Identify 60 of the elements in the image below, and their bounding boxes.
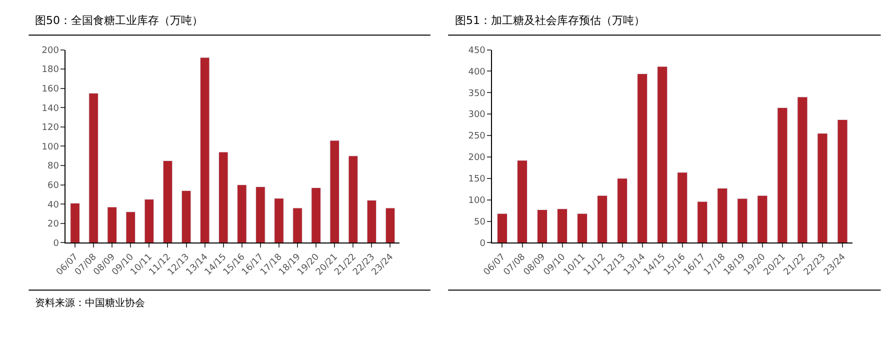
y-tick-label: 400 [468,67,486,78]
bar [597,195,608,243]
y-tick-label: 200 [468,153,486,164]
text: 资料来源：中国糖业协会 [35,297,145,309]
bar [218,152,228,243]
y-tick-label: 100 [42,142,60,152]
bar [557,208,568,243]
bar [330,140,340,243]
y-tick-label: 350 [468,88,486,99]
bar [162,160,173,243]
bar [717,188,728,243]
bar [517,160,528,243]
bar [88,92,98,243]
y-tick-label: 60 [47,180,60,191]
bar [697,201,708,243]
bar [348,156,358,243]
bar [256,186,266,243]
bar [311,187,321,243]
y-tick-label: 200 [42,46,60,56]
bar [577,213,588,243]
bar [537,209,548,243]
chart-title: 图50：全国食糖工业库存（万吨） [35,14,203,27]
bar [777,107,788,243]
bar [366,200,377,243]
bar [677,172,688,243]
y-tick-label: 20 [47,220,60,230]
bar [70,202,80,243]
bar [274,198,284,243]
bar [385,208,396,243]
y-tick-label: 140 [42,104,60,114]
bar [797,96,808,243]
bar [237,184,247,243]
bar [181,190,192,243]
bar [657,66,668,243]
bar [737,198,748,243]
y-tick-label: 80 [47,162,60,172]
bar [757,195,768,243]
y-tick-label: 150 [468,174,486,185]
y-tick-label: 450 [468,46,486,56]
y-tick-label: 50 [474,217,486,228]
y-tick-label: 160 [42,84,60,95]
bar [292,208,302,243]
y-tick-label: 250 [468,132,486,142]
bar [817,133,828,243]
bar [617,178,628,243]
bar [200,57,210,243]
bar [637,74,648,243]
y-tick-label: 100 [468,196,486,206]
y-tick-label: 0 [53,238,60,249]
y-tick-label: 40 [47,200,60,210]
chart-title: 图51：加工糖及社会库存预估（万吨） [455,14,645,27]
bar [126,212,136,243]
bar [496,213,508,243]
y-tick-label: 120 [42,123,60,134]
y-tick-label: 300 [468,110,486,120]
bar [837,119,848,243]
bar [144,199,154,243]
y-tick-label: 180 [42,65,60,76]
y-tick-label: 0 [480,238,486,249]
bar [107,206,117,243]
